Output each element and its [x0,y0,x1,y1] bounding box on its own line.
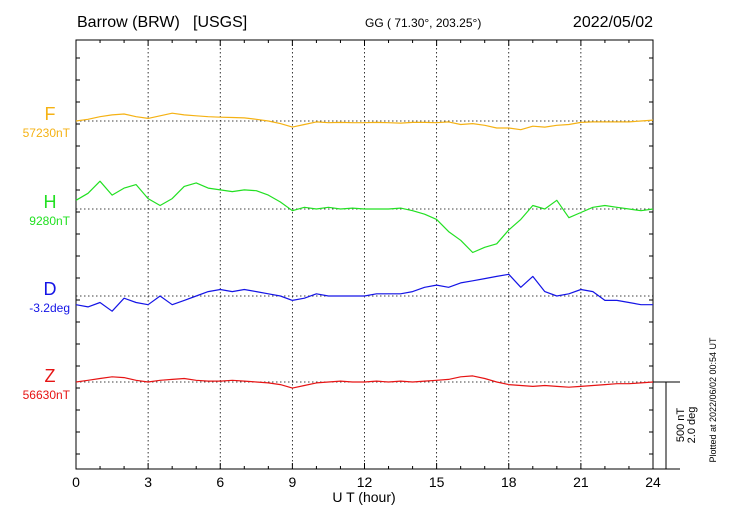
series-line-h [75,180,654,254]
series-baseline-z: 56630nT [23,388,71,402]
series-baseline-h: 9280nT [29,214,70,228]
series-baseline-f: 57230nT [23,126,71,140]
x-tick-label: 3 [144,474,152,490]
x-tick-label: 24 [645,474,661,490]
tick-labels: 0 3 6 9 12 15 18 21 24 [72,474,661,490]
scale-bar-deg: 2.0 deg [686,407,698,444]
x-tick-label: 15 [429,474,445,490]
series-labels: F 57230nT H 9280nT D -3.2deg Z 56630nT [23,104,71,402]
x-tick-label: 18 [501,474,517,490]
coords-label: GG ( 71.30°, 203.25°) [365,16,481,30]
x-axis-label: U T (hour) [332,489,395,505]
series-name-f: F [45,104,56,124]
series-baseline-d: -3.2deg [29,301,70,315]
series-line-z [75,375,654,389]
x-tick-label: 0 [72,474,80,490]
x-tick-label: 9 [288,474,296,490]
plotted-timestamp: Plotted at 2022/06/02 00:54 UT [708,337,718,463]
series-name-h: H [44,192,57,212]
station-title: Barrow (BRW) [77,14,180,31]
date-label: 2022/05/02 [573,14,653,31]
x-tick-label: 21 [573,474,589,490]
gridlines [147,40,582,469]
series-line-f [75,112,654,131]
source-label: [USGS] [193,14,247,31]
series-line-d [75,273,653,312]
series-lines [75,112,654,389]
ticks [75,40,654,469]
x-tick-label: 6 [216,474,224,490]
x-tick-label: 12 [357,474,373,490]
series-name-d: D [44,279,57,299]
series-name-z: Z [45,366,56,386]
scale-bar-nt: 500 nT [675,408,687,443]
